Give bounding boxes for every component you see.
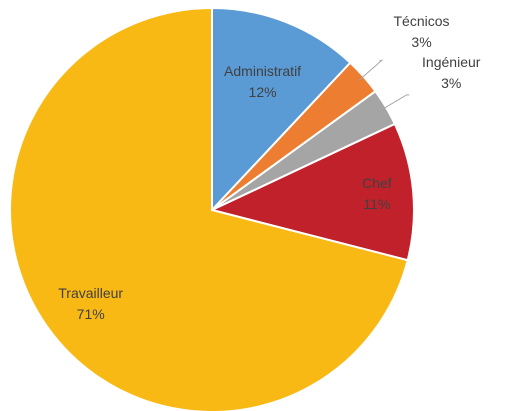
pie-slice — [9, 6, 409, 411]
slice-label: Administratif — [224, 63, 301, 79]
slice-label: Ingénieur — [422, 54, 481, 70]
slice-label: Técnicos — [394, 13, 450, 29]
slice-value-label: 3% — [441, 75, 461, 91]
slice-value-label: 12% — [249, 84, 277, 100]
leader-line — [358, 59, 384, 81]
pie-slice — [211, 6, 352, 213]
slice-value-label: 11% — [363, 196, 390, 212]
slice-label: Chef — [362, 175, 392, 191]
slice-label: Travailleur — [58, 285, 123, 301]
slice-value-label: 3% — [411, 34, 431, 50]
pie-slice — [209, 122, 415, 262]
leader-line — [380, 94, 410, 111]
slice-value-label: 71% — [77, 306, 105, 322]
